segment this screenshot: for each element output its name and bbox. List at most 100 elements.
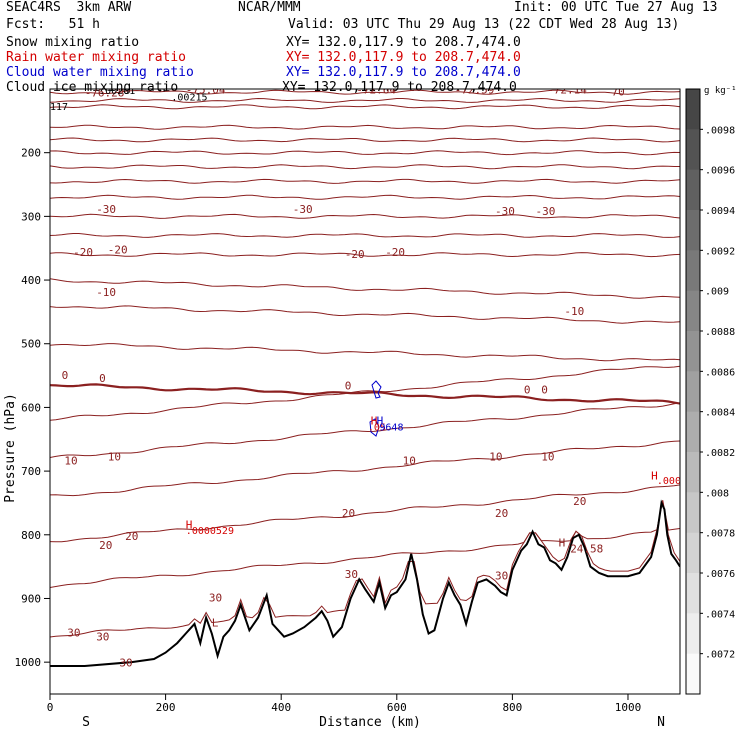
contour-label: 0 bbox=[99, 372, 106, 385]
x-tick-label: 600 bbox=[387, 701, 407, 714]
extremum-marker: H bbox=[559, 536, 566, 549]
extremum-marker: H bbox=[371, 415, 378, 428]
contour-label: 10 bbox=[541, 450, 554, 463]
colorbar-tick-label: .0096 bbox=[705, 166, 735, 177]
extremum-value-label: 9648 bbox=[379, 422, 403, 433]
colorbar-swatch bbox=[686, 250, 700, 292]
colorbar-swatch bbox=[686, 331, 700, 372]
contour-label: 20 bbox=[125, 530, 138, 543]
field-name-rain: Rain water mixing ratio bbox=[6, 50, 187, 65]
contour-label: 0 bbox=[345, 380, 352, 393]
valid-time: Valid: 03 UTC Thu 29 Aug 13 (22 CDT Wed … bbox=[288, 17, 680, 32]
field-name-snow: Snow mixing ratio bbox=[6, 35, 140, 50]
contour-label: 30 bbox=[119, 657, 132, 670]
x-end-label-south: S bbox=[82, 715, 90, 730]
contour-label: -30 bbox=[495, 205, 515, 218]
contour-label: -20 bbox=[385, 246, 405, 259]
colorbar-tick-label: .0088 bbox=[705, 327, 735, 338]
colorbar-swatch bbox=[686, 653, 700, 695]
contour-label: -20 bbox=[73, 246, 93, 259]
contour-label: 20 bbox=[99, 539, 112, 552]
isotherm-line bbox=[50, 305, 680, 324]
contour-label: 10 bbox=[403, 455, 416, 468]
isotherm-line bbox=[50, 137, 680, 143]
contour-label: 10 bbox=[489, 450, 502, 463]
colorbar-tick-label: .0086 bbox=[705, 367, 735, 378]
contour-label: -30 bbox=[96, 203, 116, 216]
extremum-marker: H bbox=[159, 82, 166, 95]
y-tick-label: 1000 bbox=[15, 656, 42, 669]
isotherm-line bbox=[50, 500, 680, 638]
colorbar-tick-label: .0072 bbox=[705, 650, 735, 661]
colorbar-tick-label: .0094 bbox=[705, 206, 735, 217]
field-xy-cloud-ice: XY= 132.0,117.9 to 208.7,474.0 bbox=[282, 80, 517, 95]
isotherm-line bbox=[50, 252, 680, 258]
isotherm-line bbox=[50, 124, 680, 130]
isotherm-line bbox=[50, 213, 680, 219]
colorbar-swatch bbox=[686, 573, 700, 614]
y-tick-label: 800 bbox=[21, 529, 41, 542]
colorbar-swatch bbox=[686, 290, 700, 332]
y-tick-label: 700 bbox=[21, 465, 41, 478]
colorbar: .0098 .0096 .0094 .0092 .009 .0088 .0086 .0084.… bbox=[685, 88, 735, 695]
extremum-value-label: .00000 bbox=[657, 476, 693, 487]
init-time: Init: 00 UTC Tue 27 Aug 13 bbox=[514, 0, 718, 15]
extremum-value-label: 117 bbox=[50, 102, 68, 113]
colorbar-swatch bbox=[686, 411, 700, 453]
isotherm-line bbox=[50, 365, 680, 421]
isotherm-line bbox=[50, 402, 680, 458]
colorbar-tick-label: .0098 bbox=[705, 125, 735, 136]
x-tick-label: 0 bbox=[47, 701, 54, 714]
colorbar-tick-label: .0082 bbox=[705, 448, 735, 459]
forecast-hour: Fcst: 51 h bbox=[6, 17, 100, 32]
field-xy-rain: XY= 132.0,117.9 to 208.7,474.0 bbox=[286, 50, 521, 65]
colorbar-frame bbox=[685, 88, 701, 695]
colorbar-tick-label: .0078 bbox=[705, 529, 735, 540]
colorbar-swatch bbox=[686, 129, 700, 171]
extremum-value-label: .00215 bbox=[171, 93, 207, 104]
isotherm-line bbox=[50, 89, 680, 95]
isotherm-line bbox=[50, 97, 680, 103]
y-axis-label: Pressure (hPa) bbox=[3, 393, 18, 503]
extremum-marker: L bbox=[125, 77, 132, 90]
x-end-label-north: N bbox=[657, 715, 665, 730]
extremum-marker: L bbox=[449, 75, 456, 88]
extremum-marker: L bbox=[183, 75, 190, 88]
extremum-marker: L bbox=[212, 617, 219, 630]
contour-label: -70 bbox=[605, 85, 625, 98]
extremum-marker: H bbox=[186, 518, 193, 531]
contour-label: -72.59 bbox=[455, 84, 495, 97]
extremum-value-label: .05 bbox=[368, 422, 386, 433]
colorbar-swatch bbox=[686, 89, 700, 130]
contour-label: 20 bbox=[495, 507, 508, 520]
isotherm-line bbox=[50, 104, 680, 110]
contour-label: -72.64 bbox=[356, 84, 396, 97]
isotherm-line bbox=[50, 484, 680, 543]
colorbar-swatch bbox=[686, 169, 700, 211]
extremum-value-label: .0000529 bbox=[186, 526, 234, 537]
contour-label: 30 bbox=[67, 627, 80, 640]
center-title: NCAR/MMM bbox=[238, 0, 301, 15]
contour-label: 20 bbox=[573, 495, 586, 508]
colorbar-tick-label: .009 bbox=[705, 287, 729, 298]
cloud-water-contour bbox=[369, 380, 382, 437]
isotherm-line bbox=[50, 150, 680, 156]
colorbar-tick-label: .0076 bbox=[705, 569, 735, 580]
extremum-marker: H bbox=[651, 469, 658, 482]
y-tick-label: 500 bbox=[21, 338, 41, 351]
isotherm-line bbox=[50, 164, 680, 170]
x-tick-label: 400 bbox=[271, 701, 291, 714]
y-tick-label: 400 bbox=[21, 274, 41, 287]
contour-label: -30 bbox=[536, 205, 556, 218]
contour-label: 0 bbox=[524, 383, 531, 396]
isotherm-line bbox=[50, 343, 680, 362]
contour-label: 30 bbox=[209, 592, 222, 605]
contour-label: 30 bbox=[345, 568, 358, 581]
contour-label: 24.58 bbox=[570, 543, 603, 556]
colorbar-swatch bbox=[686, 210, 700, 251]
terrain-line bbox=[50, 499, 680, 667]
y-axis: 200 300 400 500 600 700 800 900 1000 bbox=[15, 147, 50, 669]
isotherm-contours bbox=[50, 89, 680, 638]
colorbar-tick-label: .0084 bbox=[705, 408, 735, 419]
